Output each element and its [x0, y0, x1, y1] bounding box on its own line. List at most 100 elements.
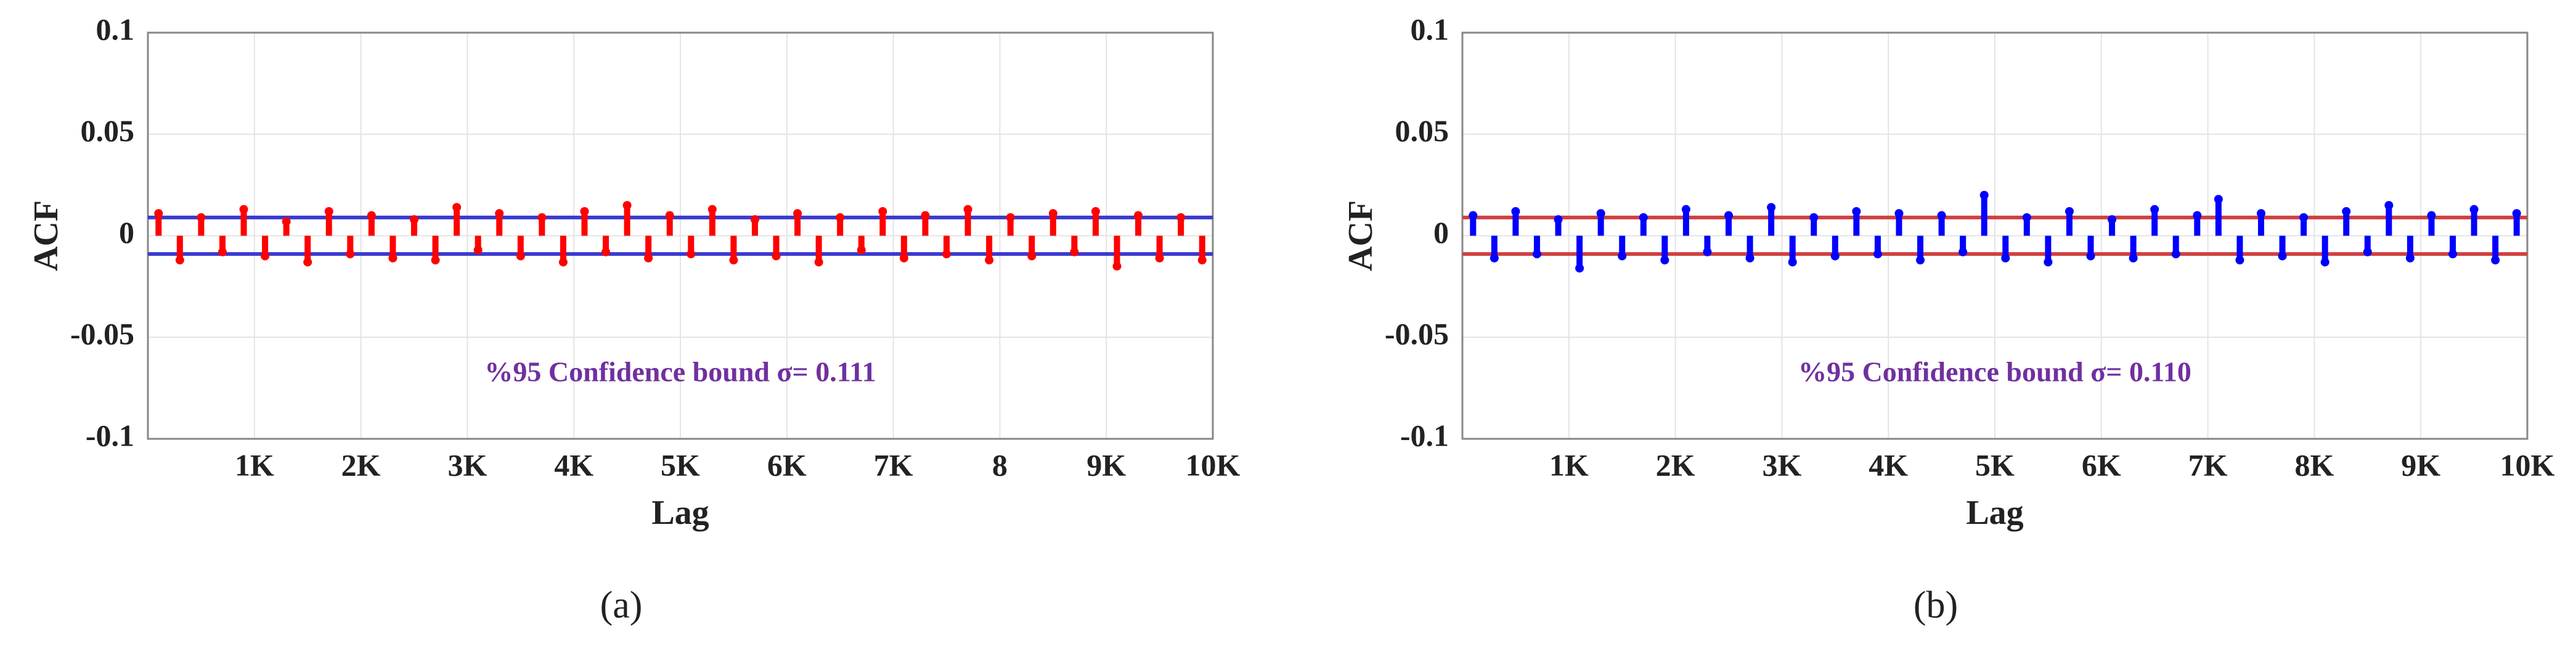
- stem-marker: [1554, 215, 1563, 224]
- stem-marker: [473, 245, 483, 255]
- stem-marker: [1197, 256, 1207, 265]
- stem-marker: [154, 209, 163, 218]
- stem-marker: [282, 217, 291, 226]
- y-tick-label: 0: [119, 215, 134, 250]
- stem-marker: [1830, 251, 1840, 261]
- stem-marker: [2299, 213, 2309, 222]
- y-tick-label: -0.05: [1385, 317, 1449, 351]
- stem-marker: [2278, 251, 2287, 261]
- stem-marker: [1176, 213, 1186, 222]
- annotation: %95 Confidence bound σ= 0.111: [484, 356, 876, 388]
- stem-marker: [2214, 195, 2223, 204]
- stem-marker: [2512, 209, 2521, 218]
- stem-marker: [261, 251, 270, 261]
- stem-marker: [1788, 258, 1797, 267]
- stem-marker: [1596, 209, 1605, 218]
- y-axis-label: ACF: [27, 200, 65, 271]
- x-tick-label: 10K: [2500, 447, 2555, 482]
- y-tick-label: 0.1: [1411, 12, 1449, 46]
- stem-marker: [1660, 256, 1669, 265]
- axes-frame: [147, 31, 1214, 440]
- x-tick-label: 10K: [1186, 447, 1241, 482]
- x-tick-label: 4K: [1869, 447, 1908, 482]
- stem-marker: [1490, 253, 1499, 263]
- x-tick-label: 4K: [554, 447, 593, 482]
- stem-marker: [1575, 264, 1584, 273]
- stem-marker: [1681, 205, 1690, 214]
- stem-marker: [772, 251, 781, 261]
- stem-marker: [1852, 206, 1861, 216]
- stem-marker: [2171, 250, 2180, 259]
- stem-marker: [1639, 213, 1648, 222]
- y-tick-label: 0: [1433, 215, 1449, 250]
- stem-marker: [921, 211, 930, 220]
- x-axis-label: Lag: [1966, 494, 2023, 532]
- stem-marker: [1745, 253, 1755, 263]
- stem-marker: [346, 250, 355, 259]
- stem-marker: [1724, 211, 1733, 220]
- axes-frame: [1461, 31, 2529, 440]
- stem-marker: [367, 211, 376, 220]
- panel: -0.1 -0.05 0 0.05 0.1 1K 2K 3K 4K 5K 6K 7K 8K 9K 10K %9…: [1342, 12, 2555, 626]
- caption: (a): [600, 584, 643, 626]
- stem-marker: [814, 258, 823, 267]
- stem-marker: [1006, 213, 1015, 222]
- stem-marker: [1703, 247, 1712, 256]
- x-tick-label: 9K: [1086, 447, 1126, 482]
- stem-marker: [622, 201, 632, 210]
- stem-marker: [2235, 256, 2244, 265]
- x-axis-label: Lag: [651, 494, 709, 532]
- stem-marker: [2086, 251, 2095, 261]
- stem-marker: [963, 205, 972, 214]
- stem-marker: [942, 250, 951, 259]
- x-tick-label: 3K: [447, 447, 487, 482]
- stem-marker: [2427, 211, 2436, 220]
- x-tick-label: 2K: [341, 447, 381, 482]
- y-tick-label: -0.05: [70, 317, 134, 351]
- stem-marker: [601, 247, 611, 256]
- stem-marker: [899, 253, 908, 263]
- x-tick-label: 1K: [1549, 447, 1589, 482]
- stem-marker: [1027, 251, 1037, 261]
- y-tick-label: -0.1: [86, 418, 134, 452]
- stem-marker: [1767, 203, 1776, 212]
- stem-marker: [580, 206, 589, 216]
- stem-marker: [1937, 211, 1946, 220]
- x-tick-label: 7K: [2188, 447, 2228, 482]
- stem-marker: [793, 209, 802, 218]
- x-tick-label: 9K: [2401, 447, 2440, 482]
- stem-marker: [1091, 206, 1100, 216]
- stem-marker: [2384, 201, 2394, 210]
- x-tick-label: 8K: [2294, 447, 2334, 482]
- stem-marker: [303, 258, 312, 267]
- stem-marker: [2001, 253, 2010, 263]
- stem-marker: [687, 250, 696, 259]
- x-tick-label: 6K: [2082, 447, 2121, 482]
- stem-marker: [2193, 211, 2202, 220]
- x-tick-label: 5K: [661, 447, 700, 482]
- x-tick-label: 1K: [235, 447, 274, 482]
- stem-marker: [1809, 213, 1819, 222]
- stem-marker: [1070, 247, 1079, 256]
- annotation: %95 Confidence bound σ= 0.110: [1798, 356, 2191, 388]
- stem-marker: [2022, 213, 2031, 222]
- stem-marker: [2320, 258, 2329, 267]
- stem-marker: [1112, 261, 1122, 271]
- y-tick-label: 0.05: [81, 113, 135, 148]
- stem-marker: [729, 256, 738, 265]
- stem-marker: [707, 205, 717, 214]
- stem-marker: [1618, 251, 1627, 261]
- stem-marker: [985, 256, 994, 265]
- stem-marker: [410, 215, 418, 224]
- stem-marker: [2044, 258, 2053, 267]
- stem-marker: [197, 213, 206, 222]
- stem-marker: [2150, 205, 2159, 214]
- stem-marker: [175, 256, 184, 265]
- stem-marker: [644, 253, 653, 263]
- stem-marker: [2469, 205, 2479, 214]
- stem-marker: [431, 256, 440, 265]
- stem-marker: [750, 215, 759, 224]
- stem-marker: [878, 206, 887, 216]
- stem-marker: [2342, 206, 2351, 216]
- x-tick-label: 3K: [1762, 447, 1801, 482]
